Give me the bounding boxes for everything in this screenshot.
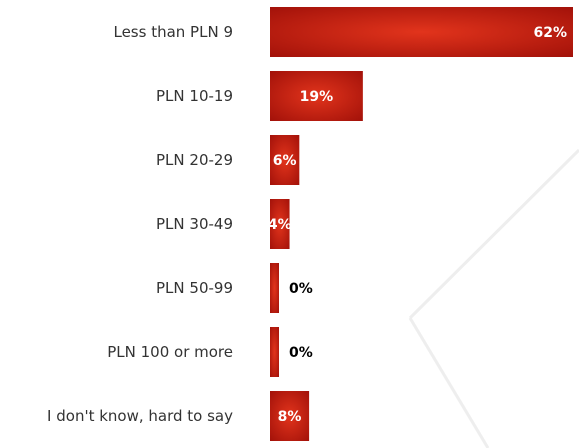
category-label: PLN 50-99: [156, 279, 233, 297]
value-labels: 62% 19% 6% 4% 0% 0% 8%: [268, 25, 567, 425]
value-label: 8%: [278, 409, 302, 425]
value-label: 0%: [289, 345, 313, 361]
bar: [270, 71, 363, 121]
bars: [270, 7, 573, 441]
bar: [270, 135, 300, 185]
decorative-background: [408, 148, 579, 448]
value-label: 62%: [533, 25, 567, 41]
category-label: Less than PLN 9: [113, 23, 233, 41]
category-label: PLN 10-19: [156, 87, 233, 105]
bar: [270, 327, 279, 377]
category-label: PLN 20-29: [156, 151, 233, 169]
bar: [270, 263, 279, 313]
value-label: 4%: [268, 217, 292, 233]
value-label: 0%: [289, 281, 313, 297]
bar: [270, 199, 290, 249]
category-labels: Less than PLN 9 PLN 10-19 PLN 20-29 PLN 30-…: [47, 23, 233, 425]
category-label: PLN 30-49: [156, 215, 233, 233]
bar: [270, 391, 310, 441]
value-label: 6%: [273, 153, 297, 169]
value-label: 19%: [300, 89, 334, 105]
bar: [270, 7, 573, 57]
category-label: PLN 100 or more: [107, 343, 233, 361]
category-label: I don't know, hard to say: [47, 407, 233, 425]
